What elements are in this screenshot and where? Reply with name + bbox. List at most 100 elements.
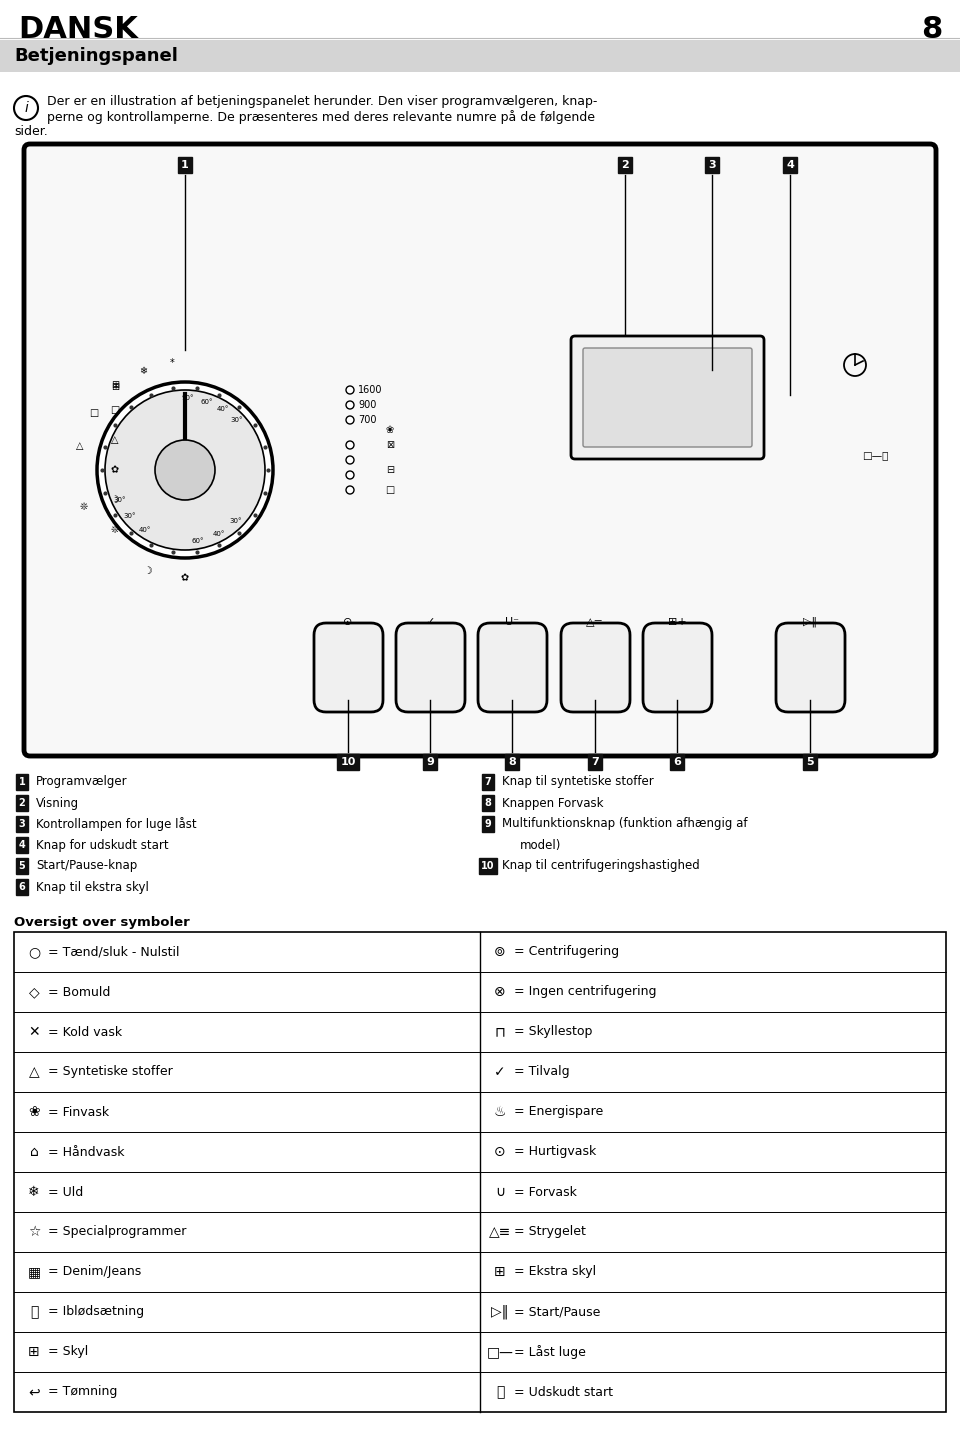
Text: = Forvask: = Forvask bbox=[514, 1185, 577, 1198]
Text: ↩: ↩ bbox=[28, 1386, 39, 1399]
Text: = Kold vask: = Kold vask bbox=[48, 1025, 122, 1038]
Text: Start/Pause-knap: Start/Pause-knap bbox=[36, 859, 137, 872]
Text: = Centrifugering: = Centrifugering bbox=[514, 945, 619, 958]
Text: Programvælger: Programvælger bbox=[36, 775, 128, 788]
Text: = Strygelet: = Strygelet bbox=[514, 1226, 586, 1238]
FancyBboxPatch shape bbox=[571, 336, 764, 459]
Text: ◇: ◇ bbox=[29, 985, 39, 1000]
Text: = Håndvask: = Håndvask bbox=[48, 1145, 125, 1158]
Text: 1: 1 bbox=[181, 160, 189, 170]
Text: ⊙: ⊙ bbox=[494, 1145, 506, 1158]
Text: ⊞: ⊞ bbox=[494, 1266, 506, 1278]
Text: ⊚: ⊚ bbox=[494, 945, 506, 960]
Text: ▦: ▦ bbox=[28, 1266, 40, 1278]
Text: = Tømning: = Tømning bbox=[48, 1386, 117, 1399]
Text: Multifunktionsknap (funktion afhængig af: Multifunktionsknap (funktion afhængig af bbox=[502, 818, 748, 831]
Text: Knap til syntetiske stoffer: Knap til syntetiske stoffer bbox=[502, 775, 654, 788]
Text: 40°: 40° bbox=[217, 406, 229, 412]
Text: ❊: ❊ bbox=[111, 525, 119, 535]
Text: □: □ bbox=[110, 405, 120, 415]
FancyBboxPatch shape bbox=[583, 347, 752, 448]
Text: 8: 8 bbox=[508, 756, 516, 766]
Text: model): model) bbox=[520, 838, 562, 851]
Text: = Finvask: = Finvask bbox=[48, 1105, 109, 1118]
Text: △: △ bbox=[29, 1065, 39, 1080]
Text: = Uld: = Uld bbox=[48, 1185, 84, 1198]
FancyBboxPatch shape bbox=[314, 623, 383, 712]
Text: 2: 2 bbox=[621, 160, 629, 170]
Circle shape bbox=[346, 440, 354, 449]
Text: ♨: ♨ bbox=[493, 1105, 506, 1120]
Text: = Syntetiske stoffer: = Syntetiske stoffer bbox=[48, 1065, 173, 1078]
Text: sider.: sider. bbox=[14, 124, 48, 139]
Bar bbox=[14, 932, 946, 1411]
Text: 6: 6 bbox=[18, 882, 25, 892]
Text: Betjeningspanel: Betjeningspanel bbox=[14, 47, 178, 64]
Text: △: △ bbox=[76, 440, 84, 450]
Text: = Specialprogrammer: = Specialprogrammer bbox=[48, 1226, 186, 1238]
Text: 700: 700 bbox=[358, 415, 376, 425]
Text: ⏳: ⏳ bbox=[30, 1306, 38, 1318]
Circle shape bbox=[97, 382, 273, 558]
Text: 10: 10 bbox=[340, 756, 356, 766]
Text: ⊓: ⊓ bbox=[494, 1025, 505, 1040]
Text: = Udskudt start: = Udskudt start bbox=[514, 1386, 613, 1399]
Text: Kontrollampen for luge låst: Kontrollampen for luge låst bbox=[36, 817, 197, 831]
Text: ⊗: ⊗ bbox=[494, 985, 506, 1000]
Text: 40°: 40° bbox=[212, 531, 225, 536]
Text: Knap for udskudt start: Knap for udskudt start bbox=[36, 838, 169, 851]
Text: □: □ bbox=[385, 485, 395, 495]
Text: 900: 900 bbox=[358, 400, 376, 410]
Text: 3: 3 bbox=[18, 819, 25, 829]
Text: ✿: ✿ bbox=[111, 465, 119, 475]
Text: 30°: 30° bbox=[230, 418, 243, 423]
Text: ⊠: ⊠ bbox=[386, 440, 394, 450]
Circle shape bbox=[346, 386, 354, 395]
Text: 7: 7 bbox=[485, 776, 492, 786]
Text: Knap til centrifugeringshastighed: Knap til centrifugeringshastighed bbox=[502, 859, 700, 872]
Text: ✿: ✿ bbox=[180, 573, 189, 583]
FancyBboxPatch shape bbox=[643, 623, 712, 712]
Text: 2: 2 bbox=[18, 798, 25, 808]
FancyBboxPatch shape bbox=[396, 623, 465, 712]
Text: ☆: ☆ bbox=[28, 1226, 40, 1238]
Text: 30°: 30° bbox=[229, 518, 242, 523]
Text: 1600: 1600 bbox=[358, 385, 382, 395]
Text: i: i bbox=[24, 102, 28, 114]
Text: 90°: 90° bbox=[181, 395, 194, 400]
Text: ❊: ❊ bbox=[80, 502, 87, 512]
Text: 6: 6 bbox=[673, 756, 681, 766]
Text: = Tilvalg: = Tilvalg bbox=[514, 1065, 569, 1078]
Text: 5: 5 bbox=[806, 756, 814, 766]
Text: = Bomuld: = Bomuld bbox=[48, 985, 110, 998]
Text: = Skyllestop: = Skyllestop bbox=[514, 1025, 592, 1038]
Text: *: * bbox=[170, 358, 174, 368]
Text: ☽: ☽ bbox=[110, 495, 119, 505]
Text: U⁻: U⁻ bbox=[505, 616, 519, 626]
Text: = Skyl: = Skyl bbox=[48, 1346, 88, 1358]
Text: = Denim/Jeans: = Denim/Jeans bbox=[48, 1266, 141, 1278]
Text: perne og kontrollamperne. De præsenteres med deres relevante numre på de følgend: perne og kontrollamperne. De præsenteres… bbox=[47, 110, 595, 124]
Text: ⊙: ⊙ bbox=[344, 616, 352, 626]
Text: □: □ bbox=[88, 408, 98, 418]
Text: ▷‖: ▷‖ bbox=[803, 616, 817, 628]
Circle shape bbox=[346, 416, 354, 425]
Text: ⊟: ⊟ bbox=[386, 465, 394, 475]
Text: DANSK: DANSK bbox=[18, 14, 138, 44]
Text: 60°: 60° bbox=[191, 538, 204, 543]
Text: ⊞: ⊞ bbox=[111, 382, 120, 392]
Text: ✕: ✕ bbox=[28, 1025, 39, 1040]
Text: △=: △= bbox=[586, 616, 604, 626]
Text: Oversigt over symboler: Oversigt over symboler bbox=[14, 917, 190, 930]
Text: 4: 4 bbox=[786, 160, 794, 170]
Text: Visning: Visning bbox=[36, 797, 79, 809]
Text: 40°: 40° bbox=[138, 526, 151, 533]
Circle shape bbox=[155, 440, 215, 500]
Text: ⊞+: ⊞+ bbox=[667, 616, 686, 626]
Text: = Hurtigvask: = Hurtigvask bbox=[514, 1145, 596, 1158]
Text: ⏱: ⏱ bbox=[495, 1386, 504, 1399]
Text: △≡: △≡ bbox=[489, 1226, 511, 1238]
Text: = Ingen centrifugering: = Ingen centrifugering bbox=[514, 985, 657, 998]
Text: 4: 4 bbox=[18, 839, 25, 849]
Text: ⊞: ⊞ bbox=[28, 1346, 39, 1358]
